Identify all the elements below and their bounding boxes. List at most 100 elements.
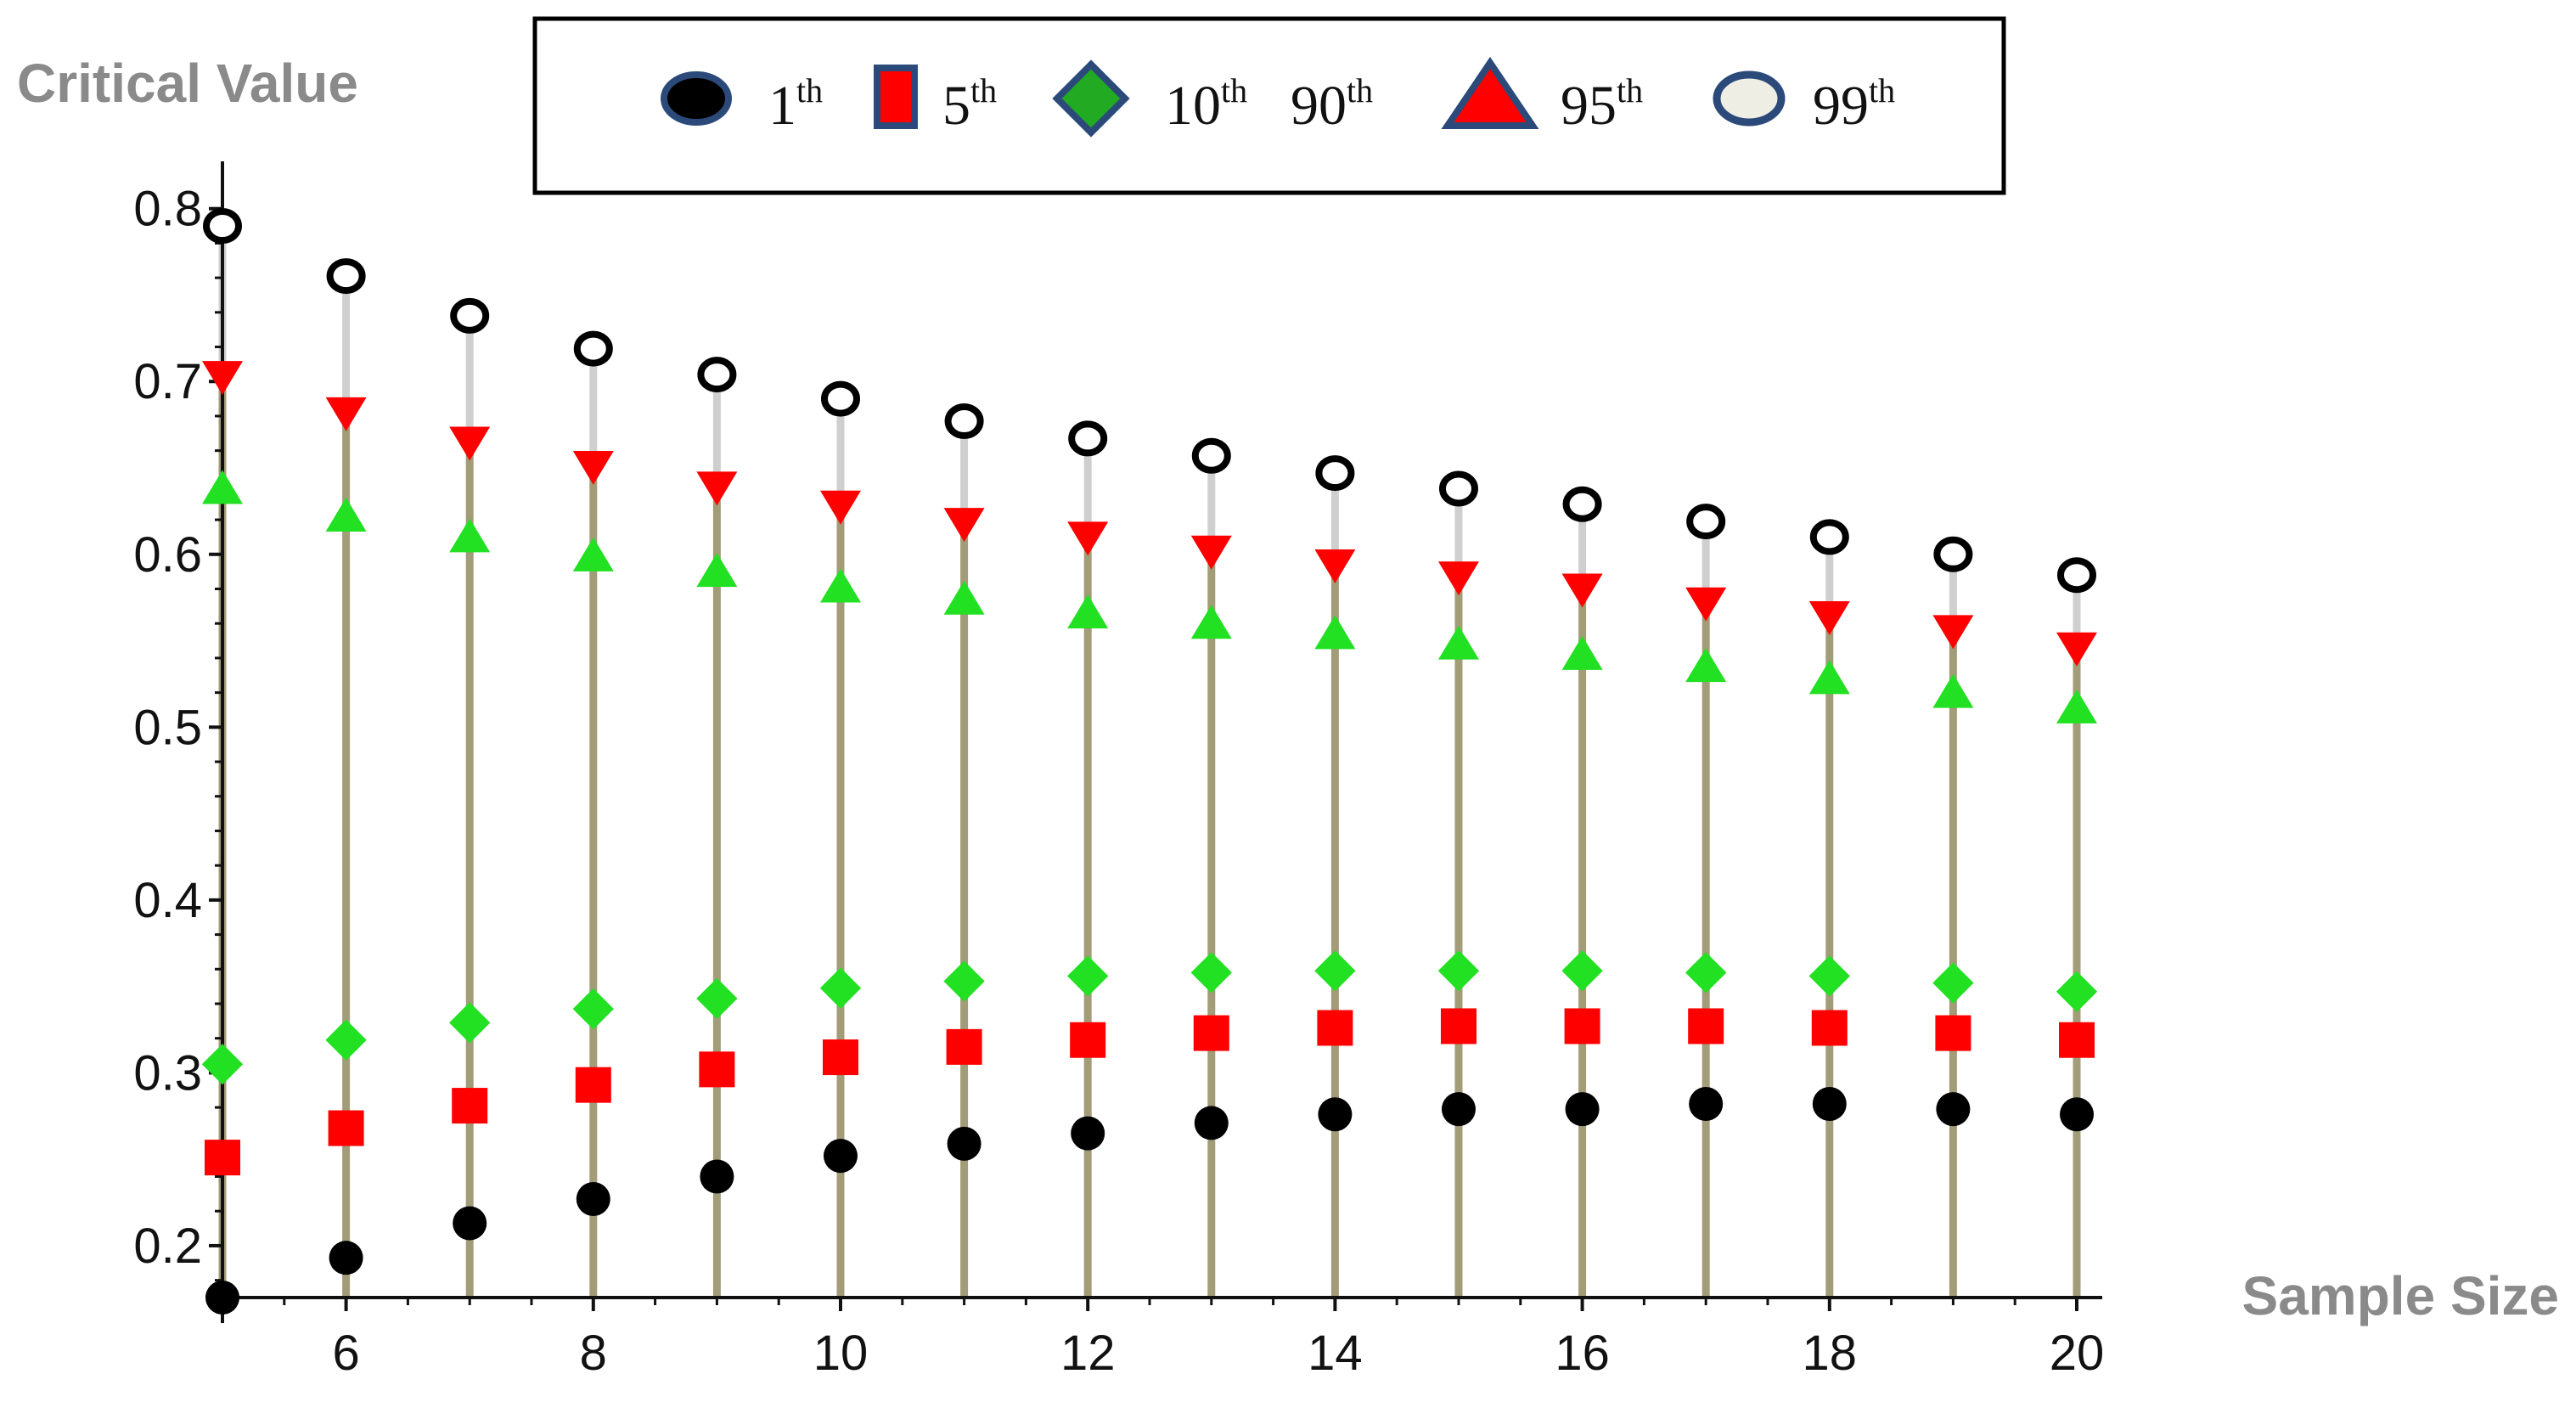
point-p10 — [201, 1044, 244, 1085]
point-p10 — [1685, 952, 1727, 994]
y-tick-label: 0.8 — [133, 182, 202, 237]
point-p1 — [576, 1181, 610, 1216]
point-p1 — [1194, 1106, 1229, 1140]
legend-marker — [1052, 59, 1130, 138]
y-tick-label: 0.3 — [133, 1045, 202, 1101]
point-p90 — [572, 537, 614, 571]
legend-label-base: 90 — [1291, 75, 1347, 137]
x-tick-label: 6 — [332, 1326, 359, 1381]
legend-label: 95th — [1561, 71, 1643, 137]
point-p99 — [573, 330, 613, 367]
point-p90 — [1067, 594, 1109, 628]
point-p99 — [1439, 470, 1478, 507]
legend-label-sup: th — [796, 71, 823, 110]
y-tick-label: 0.4 — [133, 873, 202, 928]
x-tick-label: 12 — [1060, 1326, 1116, 1381]
series-p1 — [205, 1087, 2094, 1315]
point-p1 — [2060, 1097, 2094, 1132]
x-tick-label: 20 — [2050, 1326, 2105, 1381]
point-p90 — [943, 580, 985, 615]
point-p95 — [202, 361, 243, 396]
point-p1 — [1071, 1116, 1105, 1151]
series-p5 — [205, 1008, 2095, 1176]
point-p1 — [329, 1241, 363, 1275]
y-tick-label: 0.7 — [133, 354, 202, 409]
point-p95 — [820, 490, 861, 525]
y-tick-label: 0.2 — [133, 1219, 202, 1274]
legend-label: 5th — [942, 71, 997, 137]
point-p90 — [1685, 648, 1727, 683]
point-p90 — [202, 470, 243, 504]
legend-label-base: 1 — [768, 75, 796, 137]
legend-entry: 1th — [661, 71, 823, 137]
point-p99 — [326, 258, 366, 295]
point-p10 — [1314, 950, 1356, 992]
point-p1 — [1318, 1097, 1353, 1132]
point-p99 — [1068, 420, 1108, 457]
point-p95 — [1685, 587, 1727, 622]
point-p99 — [821, 380, 860, 417]
legend-label: 99th — [1813, 71, 1895, 137]
point-p99 — [1191, 437, 1231, 474]
point-p5 — [1317, 1010, 1353, 1046]
stems-layer — [218, 226, 2081, 1298]
point-p1 — [453, 1206, 487, 1241]
point-p90 — [1314, 615, 1356, 650]
point-p5 — [205, 1140, 240, 1176]
point-p5 — [699, 1051, 735, 1088]
point-p90 — [1561, 635, 1603, 670]
legend-label: 90th — [1291, 71, 1373, 137]
point-p10 — [1190, 952, 1232, 994]
point-p5 — [1070, 1022, 1106, 1058]
point-p10 — [819, 967, 862, 1009]
point-p95 — [1808, 601, 1850, 636]
x-tick-label: 10 — [813, 1326, 869, 1381]
point-p95 — [572, 450, 614, 485]
point-p10 — [1561, 950, 1603, 992]
point-p95 — [1932, 615, 1974, 650]
point-p95 — [1438, 561, 1479, 596]
point-p95 — [325, 397, 367, 431]
point-p5 — [1564, 1008, 1600, 1044]
legend-label-sup: th — [1869, 71, 1895, 110]
y-tick-label: 0.6 — [133, 527, 202, 583]
point-p5 — [1193, 1015, 1229, 1051]
point-p10 — [325, 1019, 367, 1061]
point-p1 — [947, 1126, 981, 1161]
point-p5 — [328, 1110, 364, 1146]
point-p99 — [1686, 504, 1726, 540]
point-p90 — [1932, 673, 1974, 708]
point-p5 — [2059, 1022, 2095, 1058]
point-p5 — [1811, 1010, 1848, 1046]
x-tick-label: 16 — [1555, 1326, 1610, 1381]
point-p90 — [1808, 660, 1850, 695]
point-p95 — [943, 508, 985, 543]
legend-label-sup: th — [970, 71, 997, 110]
point-p99 — [1809, 519, 1849, 555]
point-p90 — [449, 518, 491, 553]
point-p95 — [1067, 521, 1109, 556]
point-p5 — [1935, 1015, 1971, 1051]
point-p5 — [1688, 1008, 1724, 1044]
point-p90 — [2056, 689, 2097, 724]
point-p10 — [1067, 955, 1109, 997]
point-p5 — [946, 1028, 982, 1065]
point-p95 — [1561, 573, 1603, 608]
legend-entry: 10th — [1052, 59, 1247, 138]
x-tick-label: 14 — [1308, 1326, 1363, 1381]
legend-entry: 5th — [874, 65, 997, 137]
markers-layer — [201, 208, 2098, 1315]
legend-entry: 90th — [1291, 71, 1373, 137]
series-p95 — [202, 361, 2097, 667]
point-p1 — [824, 1139, 858, 1174]
point-p1 — [1442, 1092, 1476, 1127]
legend-entry: 95th — [1441, 56, 1643, 137]
series-p90 — [202, 470, 2097, 724]
point-p10 — [1932, 962, 1974, 1004]
legend-label-base: 5 — [942, 75, 970, 137]
point-p99 — [2057, 557, 2096, 594]
legend: 1th 5th 10th 90th 95th 99th — [532, 16, 2006, 195]
point-p10 — [1437, 950, 1480, 992]
point-p1 — [205, 1281, 239, 1315]
